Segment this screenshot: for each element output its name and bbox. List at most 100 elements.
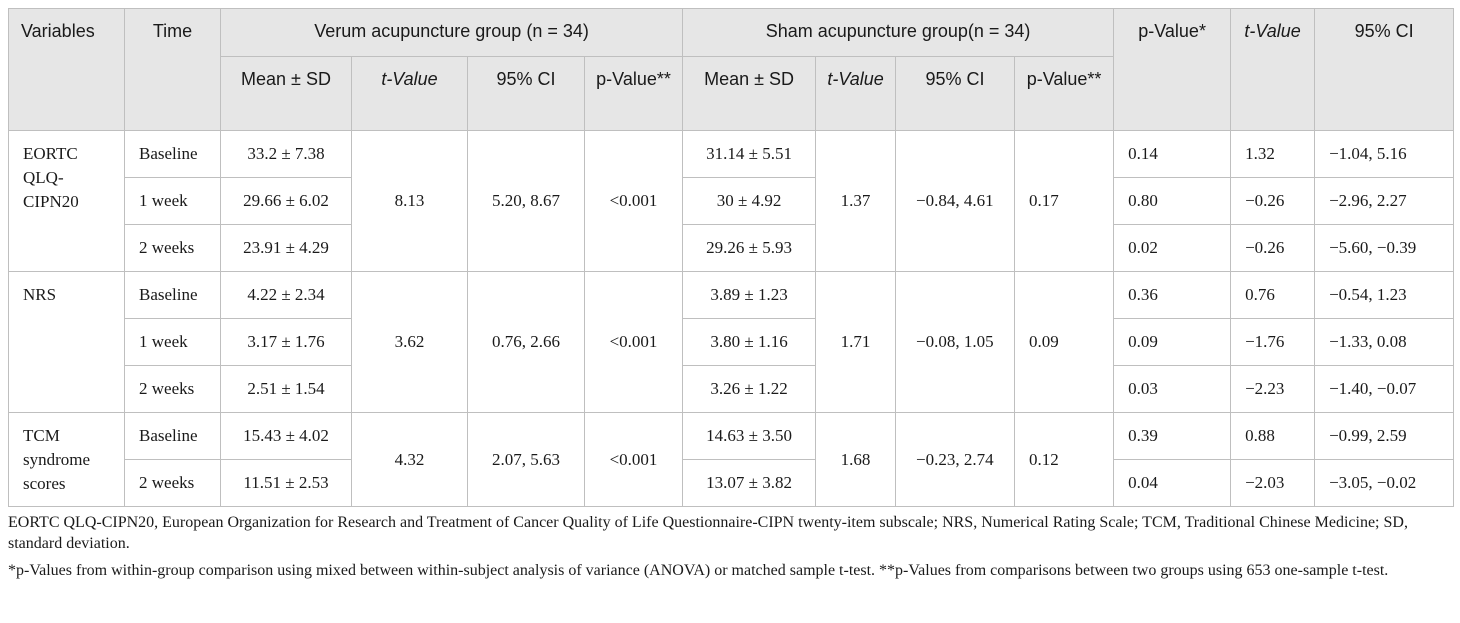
header-verum-t-value-text: t-Value [381,69,438,89]
sham-mean-cell: 3.80 ± 1.16 [682,318,817,366]
sham-mean-cell: 29.26 ± 5.93 [682,224,817,272]
verum-t-cell: 4.32 [351,412,468,507]
time-cell: 1 week [124,177,221,225]
sham-mean-cell: 31.14 ± 5.51 [682,130,817,178]
header-sham-t-value-text: t-Value [827,69,884,89]
table-row: 2 weeks 11.51 ± 2.53 13.07 ± 3.82 0.04 −… [9,459,1455,507]
header-t-value-between-text: t-Value [1244,21,1301,41]
sham-ci-cell: −0.84, 4.61 [895,130,1016,272]
sham-p-cell: 0.12 [1014,412,1115,507]
header-sham-group: Sham acupuncture group(n = 34) [682,8,1115,57]
sham-mean-cell: 3.89 ± 1.23 [682,271,817,319]
between-ci-cell: −1.04, 5.16 [1314,130,1455,178]
header-variables: Variables [8,8,125,131]
between-p-cell: 0.80 [1113,177,1232,225]
table-row: 1 week 29.66 ± 6.02 30 ± 4.92 0.80 −0.26… [9,177,1455,225]
header-t-value-between: t-Value [1230,8,1316,131]
table-row: EORTC QLQ-CIPN20 Baseline 33.2 ± 7.38 8.… [8,130,1455,272]
verum-p-cell: <0.001 [583,412,684,507]
time-cell: 1 week [124,318,221,366]
header-verum-group: Verum acupuncture group (n = 34) [219,8,684,57]
verum-p-cell: <0.001 [583,271,684,413]
time-cell: 2 weeks [124,224,221,272]
time-cell: Baseline [124,271,221,319]
table-row: TCM syndrome scores Baseline 15.43 ± 4.0… [8,412,1455,507]
between-t-cell: 1.32 [1230,130,1316,178]
sham-mean-cell: 14.63 ± 3.50 [682,412,817,460]
between-p-cell: 0.03 [1113,365,1232,413]
table-row: 1 week 3.17 ± 1.76 3.80 ± 1.16 0.09 −1.7… [9,318,1455,366]
header-verum-mean-sd: Mean ± SD [220,56,352,131]
sham-mean-cell: 3.26 ± 1.22 [682,365,817,413]
header-verum-ci: 95% CI [467,56,585,131]
footnote-pvalues: *p-Values from within-group comparison u… [8,562,1389,579]
table-footnotes: EORTC QLQ-CIPN20, European Organization … [8,512,1453,581]
time-cell: Baseline [124,412,221,460]
between-ci-cell: −3.05, −0.02 [1314,459,1455,507]
between-t-cell: 0.76 [1230,271,1316,319]
between-ci-cell: −0.54, 1.23 [1314,271,1455,319]
between-p-cell: 0.14 [1113,130,1232,178]
variable-cell-tcm: TCM syndrome scores [8,412,125,507]
verum-ci-cell: 2.07, 5.63 [467,412,585,507]
between-p-cell: 0.02 [1113,224,1232,272]
between-ci-cell: −1.40, −0.07 [1314,365,1455,413]
verum-t-cell: 3.62 [351,271,468,413]
table-row: 2 weeks 23.91 ± 4.29 29.26 ± 5.93 0.02 −… [9,224,1455,272]
header-sham-t-value: t-Value [815,56,897,131]
time-cell: Baseline [124,130,221,178]
results-table: Variables Time Verum acupuncture group (… [8,8,1455,507]
time-cell: 2 weeks [124,365,221,413]
between-ci-cell: −5.60, −0.39 [1314,224,1455,272]
header-row-1: Variables Time Verum acupuncture group (… [8,8,1455,131]
between-ci-cell: −0.99, 2.59 [1314,412,1455,460]
sham-mean-cell: 13.07 ± 3.82 [682,459,817,507]
verum-t-cell: 8.13 [351,130,468,272]
between-t-cell: −2.03 [1230,459,1316,507]
between-p-cell: 0.09 [1113,318,1232,366]
between-t-cell: −0.26 [1230,177,1316,225]
verum-mean-cell: 3.17 ± 1.76 [220,318,352,366]
verum-mean-cell: 15.43 ± 4.02 [220,412,352,460]
header-verum-p-value: p-Value** [583,56,684,131]
variable-cell-eortc: EORTC QLQ-CIPN20 [8,130,125,272]
between-p-cell: 0.04 [1113,459,1232,507]
sham-ci-cell: −0.08, 1.05 [895,271,1016,413]
header-sham-p-value: p-Value** [1014,56,1115,131]
header-sham-mean-sd: Mean ± SD [682,56,817,131]
between-p-cell: 0.36 [1113,271,1232,319]
variable-cell-nrs: NRS [8,271,125,413]
verum-mean-cell: 23.91 ± 4.29 [220,224,352,272]
sham-p-cell: 0.09 [1014,271,1115,413]
sham-mean-cell: 30 ± 4.92 [682,177,817,225]
header-ci-between: 95% CI [1314,8,1455,131]
header-verum-t-value: t-Value [351,56,468,131]
verum-mean-cell: 29.66 ± 6.02 [220,177,352,225]
table-row: NRS Baseline 4.22 ± 2.34 3.62 0.76, 2.66… [8,271,1455,413]
between-ci-cell: −2.96, 2.27 [1314,177,1455,225]
sham-t-cell: 1.68 [815,412,897,507]
between-ci-cell: −1.33, 0.08 [1314,318,1455,366]
header-time: Time [124,8,221,131]
between-t-cell: −2.23 [1230,365,1316,413]
verum-ci-cell: 5.20, 8.67 [467,130,585,272]
between-p-cell: 0.39 [1113,412,1232,460]
sham-t-cell: 1.71 [815,271,897,413]
sham-t-cell: 1.37 [815,130,897,272]
verum-mean-cell: 11.51 ± 2.53 [220,459,352,507]
header-sham-ci: 95% CI [895,56,1016,131]
sham-p-cell: 0.17 [1014,130,1115,272]
footnote-abbreviations: EORTC QLQ-CIPN20, European Organization … [8,514,1408,552]
verum-mean-cell: 2.51 ± 1.54 [220,365,352,413]
time-cell: 2 weeks [124,459,221,507]
between-t-cell: −0.26 [1230,224,1316,272]
results-table-container: Variables Time Verum acupuncture group (… [8,8,1455,587]
verum-mean-cell: 4.22 ± 2.34 [220,271,352,319]
verum-p-cell: <0.001 [583,130,684,272]
verum-ci-cell: 0.76, 2.66 [467,271,585,413]
table-row: 2 weeks 2.51 ± 1.54 3.26 ± 1.22 0.03 −2.… [9,365,1455,413]
verum-mean-cell: 33.2 ± 7.38 [220,130,352,178]
sham-ci-cell: −0.23, 2.74 [895,412,1016,507]
between-t-cell: −1.76 [1230,318,1316,366]
header-p-value-between: p-Value* [1113,8,1232,131]
